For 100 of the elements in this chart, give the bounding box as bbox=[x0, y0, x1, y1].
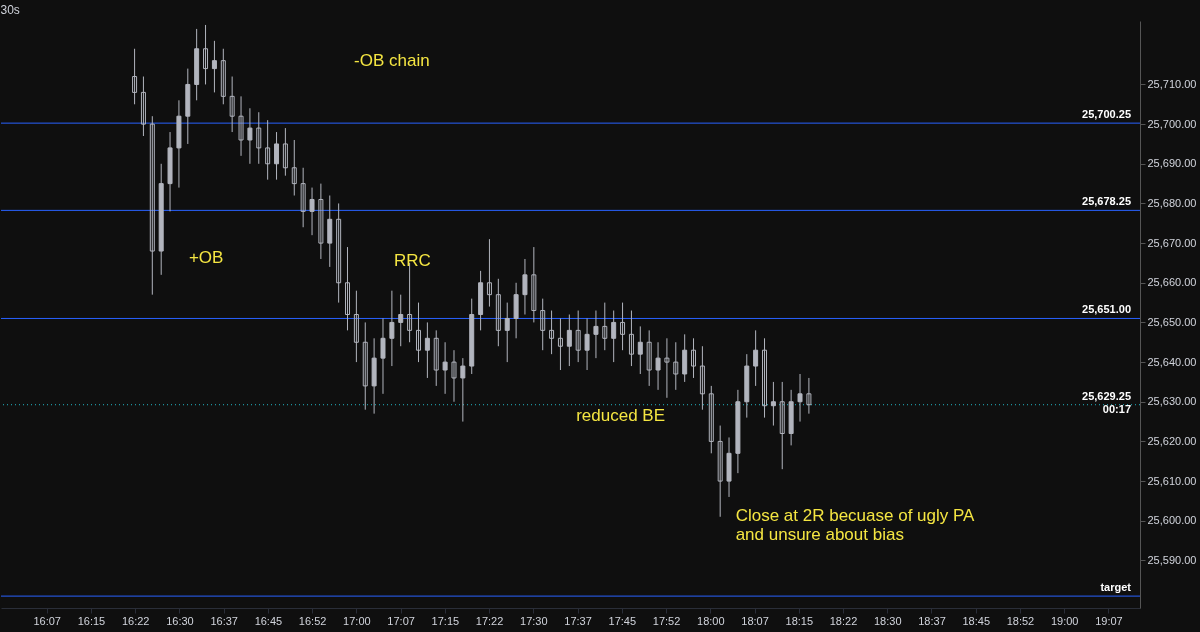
candlestick bbox=[140, 76, 146, 137]
candlestick bbox=[415, 302, 421, 363]
candlestick bbox=[132, 48, 138, 105]
candlestick bbox=[770, 381, 776, 427]
candlestick bbox=[318, 183, 324, 260]
ref-line-label: target bbox=[1100, 581, 1132, 594]
candlestick bbox=[655, 341, 661, 391]
candlestick bbox=[806, 377, 812, 415]
y-tick-label: 25,680.00 bbox=[1147, 196, 1197, 209]
candlestick bbox=[300, 167, 306, 228]
candlestick bbox=[584, 317, 590, 371]
candlestick bbox=[522, 258, 528, 315]
candlestick bbox=[611, 310, 617, 363]
candlestick bbox=[691, 337, 697, 379]
candlestick bbox=[682, 333, 688, 383]
candlestick bbox=[708, 385, 714, 454]
candlestick bbox=[699, 345, 705, 411]
y-tick-label: 25,630.00 bbox=[1147, 395, 1197, 408]
x-tick-label: 17:07 bbox=[387, 614, 415, 627]
x-tick-label: 18:15 bbox=[785, 614, 814, 627]
annotation: +OB bbox=[188, 247, 224, 267]
candlestick bbox=[664, 337, 670, 399]
candlestick bbox=[620, 302, 626, 351]
y-tick-label: 25,640.00 bbox=[1147, 355, 1197, 368]
candlestick bbox=[566, 314, 572, 367]
x-tick-label: 16:45 bbox=[254, 614, 283, 627]
candlestick bbox=[486, 238, 492, 308]
x-tick-label: 18:45 bbox=[962, 614, 990, 627]
candlestick bbox=[353, 290, 359, 363]
candlestick bbox=[646, 329, 652, 387]
x-tick-label: 18:37 bbox=[918, 614, 946, 627]
x-tick-label: 19:00 bbox=[1050, 614, 1079, 627]
candlestick bbox=[291, 139, 297, 197]
candlestick bbox=[602, 302, 608, 351]
candlestick bbox=[274, 131, 280, 181]
x-tick-label: 17:30 bbox=[520, 614, 548, 627]
x-tick-label: 17:15 bbox=[431, 614, 460, 627]
ref-line-label: 25,700.25 bbox=[1082, 108, 1131, 121]
x-tick-label: 18:07 bbox=[741, 614, 769, 627]
x-tick-label: 17:37 bbox=[564, 614, 592, 627]
x-tick-label: 17:45 bbox=[608, 614, 637, 627]
candlestick bbox=[593, 310, 599, 359]
annotation: Close at 2R becuase of ugly PA and unsure about bias bbox=[735, 506, 976, 545]
candlestick bbox=[247, 107, 253, 165]
x-tick-label: 17:00 bbox=[343, 614, 371, 627]
x-tick-label: 19:07 bbox=[1095, 614, 1123, 627]
candlestick bbox=[327, 195, 333, 268]
candlestick bbox=[628, 310, 634, 367]
x-tick-label: 16:22 bbox=[121, 614, 150, 627]
x-tick-label: 18:22 bbox=[829, 614, 858, 627]
candlestick bbox=[442, 341, 448, 395]
x-tick-label: 16:52 bbox=[298, 614, 327, 627]
candlestick bbox=[762, 337, 768, 419]
candlestick bbox=[229, 76, 235, 133]
candlestick bbox=[495, 278, 501, 347]
x-tick-label: 18:00 bbox=[697, 614, 725, 627]
candlestick bbox=[557, 317, 563, 371]
x-tick-label: 16:37 bbox=[210, 614, 238, 627]
candlestick bbox=[256, 111, 262, 165]
candlestick bbox=[380, 317, 386, 395]
candlestick bbox=[220, 48, 226, 105]
candlestick bbox=[753, 329, 759, 387]
candlestick bbox=[336, 202, 342, 304]
x-tick-label: 18:52 bbox=[1006, 614, 1035, 627]
annotation: reduced BE bbox=[576, 406, 666, 426]
x-tick-label: 17:22 bbox=[475, 614, 504, 627]
candlestick bbox=[433, 329, 439, 387]
x-tick-label: 16:30 bbox=[166, 614, 194, 627]
candlestick bbox=[362, 321, 368, 411]
annotation: -OB chain bbox=[354, 51, 430, 71]
candlestick bbox=[779, 381, 785, 470]
y-tick-label: 25,660.00 bbox=[1147, 276, 1197, 289]
candlestick bbox=[398, 294, 404, 347]
x-tick-label: 16:07 bbox=[33, 614, 61, 627]
ref-line-label: 25,629.25 00:17 bbox=[1082, 389, 1131, 415]
chart-title: 30s bbox=[0, 3, 20, 17]
candlestick bbox=[540, 298, 546, 351]
candlestick bbox=[460, 357, 466, 423]
y-tick-label: 25,650.00 bbox=[1147, 315, 1197, 328]
y-tick-label: 25,600.00 bbox=[1147, 514, 1197, 527]
candlestick bbox=[345, 246, 350, 331]
ref-line-label: 25,651.00 bbox=[1082, 303, 1131, 316]
candlestick bbox=[424, 321, 430, 379]
candlestick bbox=[637, 325, 643, 375]
candlestick bbox=[717, 425, 723, 518]
y-tick-label: 25,690.00 bbox=[1147, 157, 1197, 170]
candlestick bbox=[575, 310, 581, 363]
candlestick bbox=[504, 302, 510, 363]
y-tick-label: 25,620.00 bbox=[1147, 434, 1197, 447]
candlestick bbox=[389, 290, 395, 367]
x-tick-label: 16:15 bbox=[77, 614, 106, 627]
candlestick bbox=[549, 310, 555, 355]
candlestick bbox=[238, 95, 244, 157]
candlestick bbox=[211, 40, 217, 93]
candlestick bbox=[203, 24, 209, 85]
y-tick-label: 25,590.00 bbox=[1147, 553, 1197, 566]
candlestick bbox=[309, 187, 315, 236]
x-tick-label: 17:52 bbox=[652, 614, 681, 627]
candlestick bbox=[451, 349, 457, 403]
ref-line-label: 25,678.25 bbox=[1082, 195, 1131, 208]
